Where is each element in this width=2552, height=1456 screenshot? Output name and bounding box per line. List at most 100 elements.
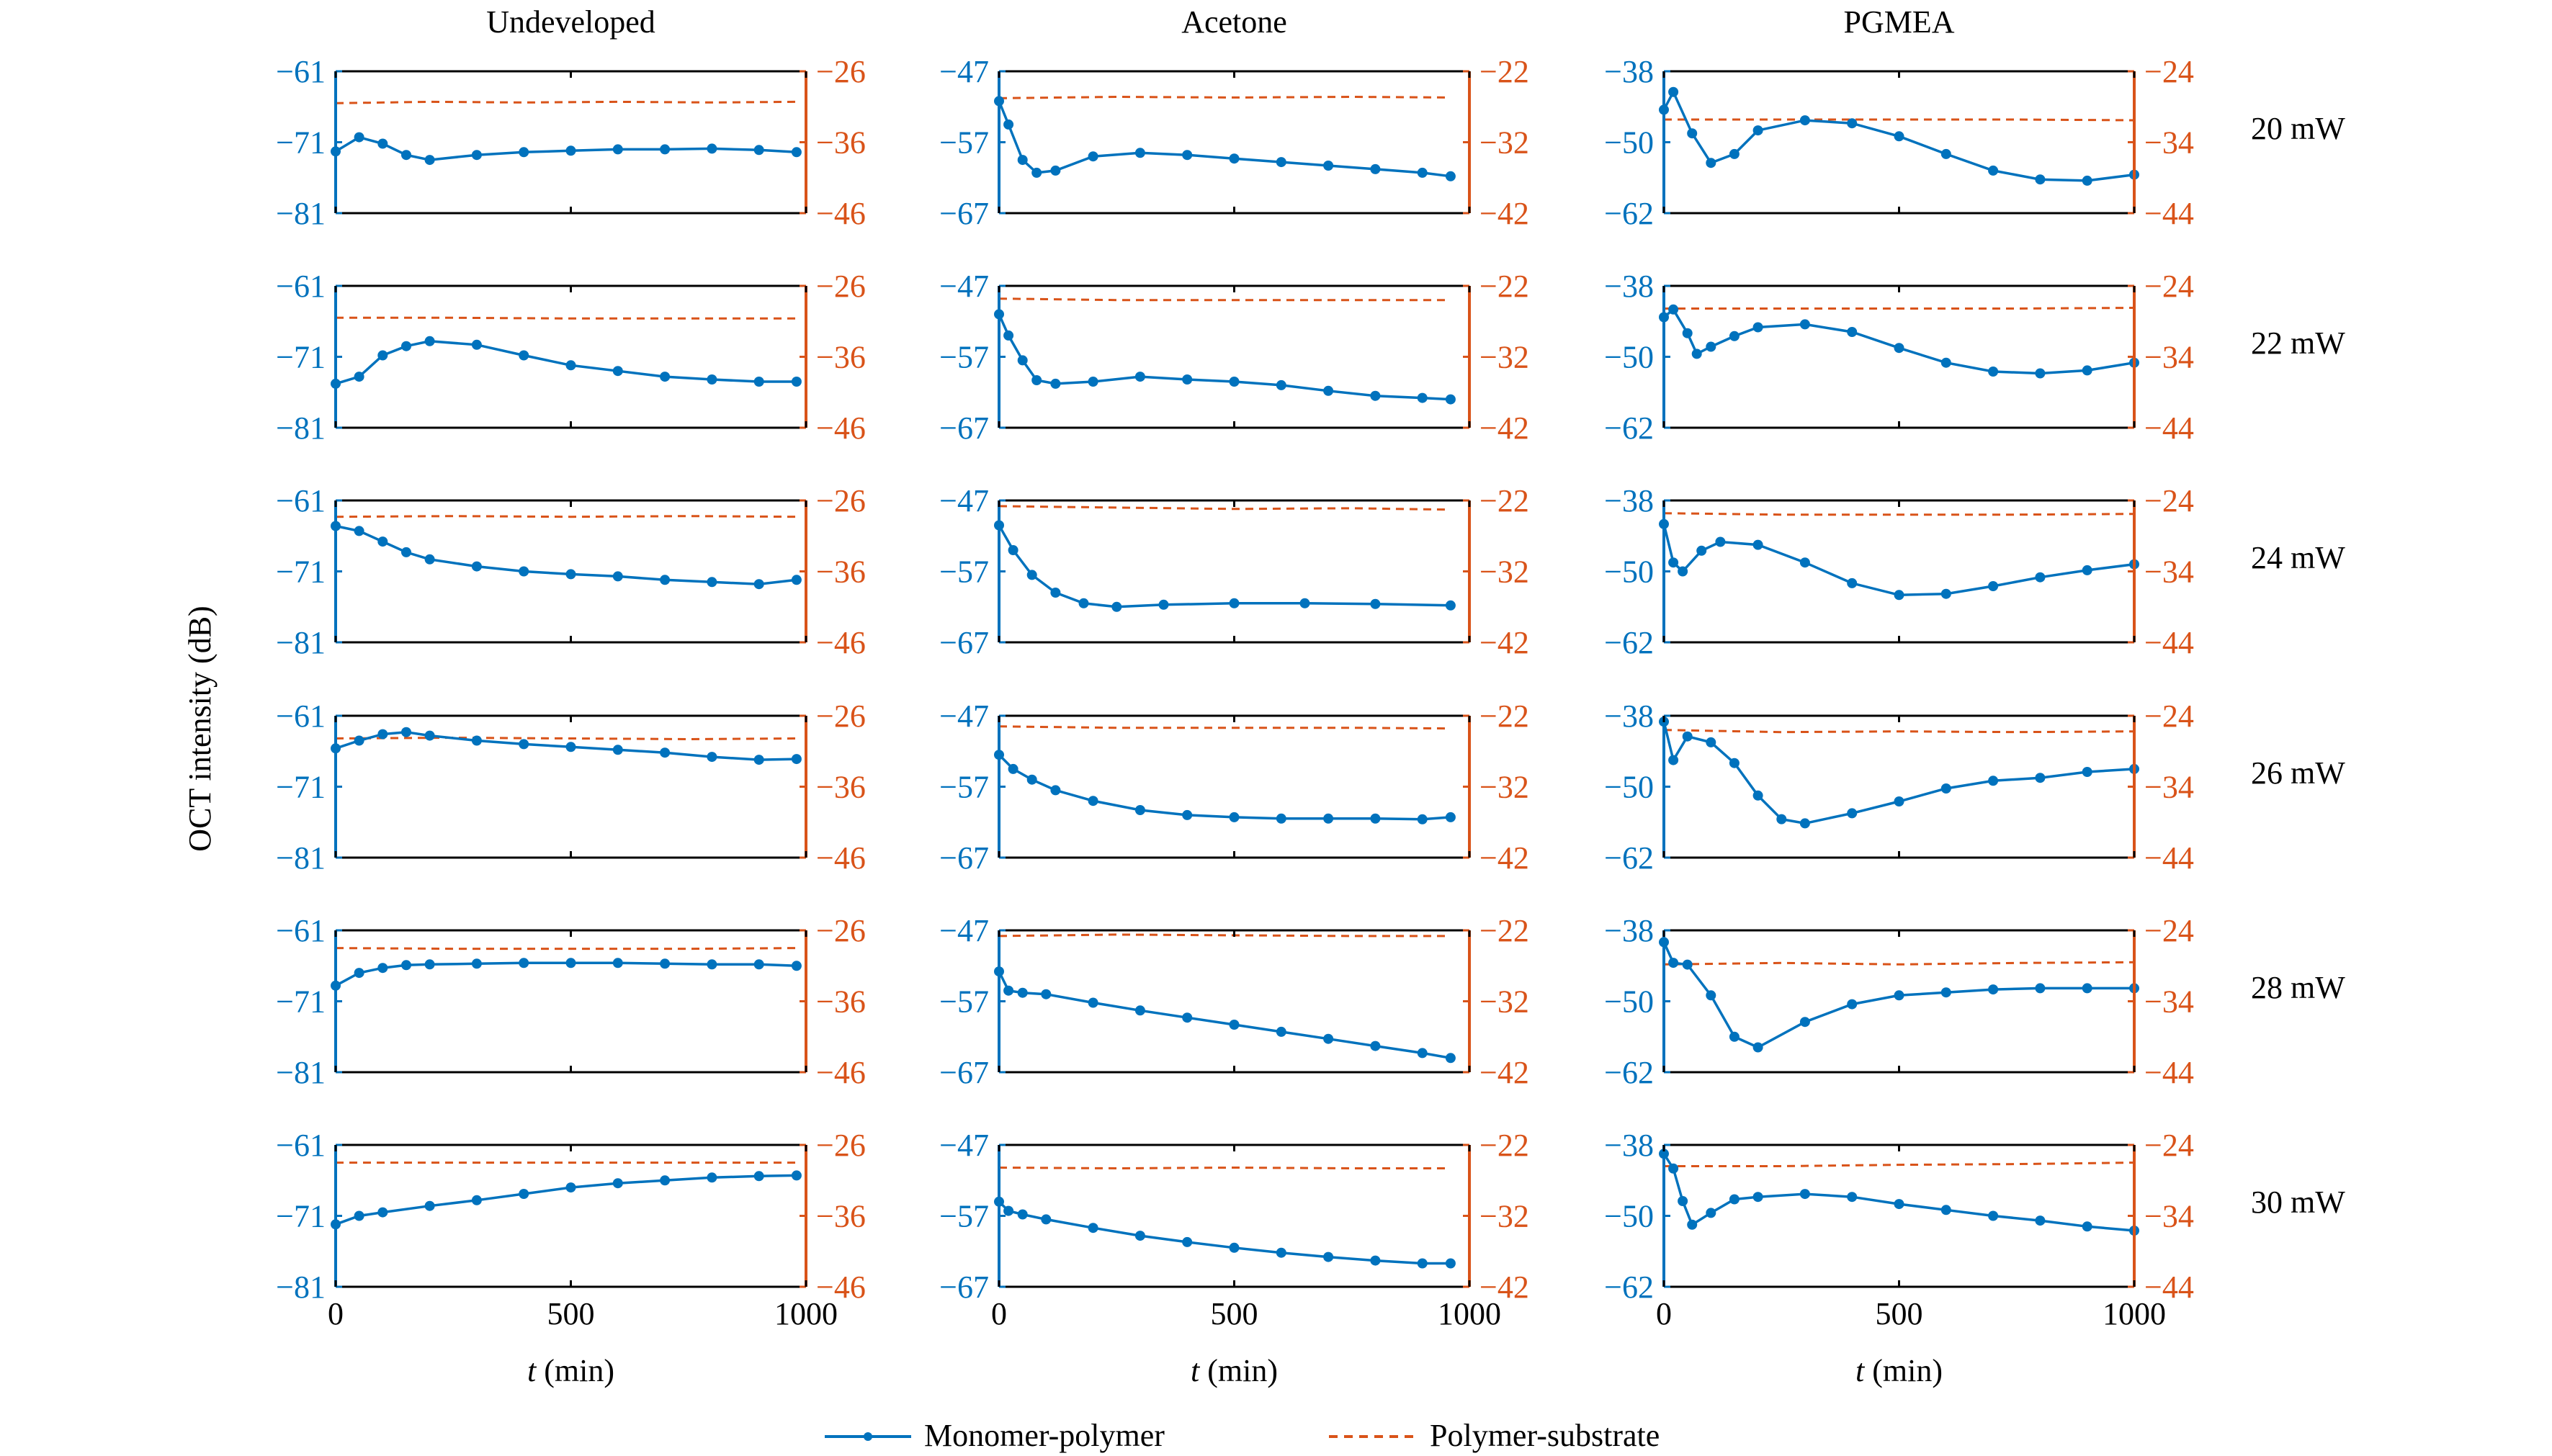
data-point-monomer-polymer [1417, 814, 1428, 824]
series-line-polymer-substrate [998, 505, 1451, 511]
panel: −61 −26 −71 −36 −81 −46 [276, 54, 866, 231]
data-point-monomer-polymer [660, 144, 671, 155]
left-tick-label: −57 [939, 554, 989, 590]
left-tick-label: −61 [276, 269, 326, 304]
legend: Monomer-polymer Polymer-substrate [825, 1418, 1660, 1453]
data-point-monomer-polymer [612, 571, 623, 582]
data-point-monomer-polymer [2035, 983, 2046, 994]
series-line-polymer-substrate [335, 515, 797, 518]
data-point-monomer-polymer [401, 150, 411, 161]
data-point-monomer-polymer [1940, 148, 1951, 159]
data-point-monomer-polymer [1445, 1258, 1456, 1269]
right-tick-label: −42 [1479, 1269, 1529, 1305]
column-title: Undeveloped [486, 4, 655, 40]
data-point-monomer-polymer [1417, 167, 1428, 178]
data-point-monomer-polymer [1088, 151, 1098, 162]
series-line-monomer-polymer [1662, 89, 2135, 182]
series-line-monomer-polymer [998, 313, 1451, 401]
legend-marker-monomer [864, 1432, 872, 1441]
data-point-monomer-polymer [1134, 1005, 1145, 1016]
data-point-monomer-polymer [1691, 349, 1702, 359]
data-point-monomer-polymer [1078, 598, 1089, 608]
data-point-monomer-polymer [791, 377, 802, 387]
row-label: 24 mW [2251, 540, 2345, 575]
data-point-monomer-polymer [401, 960, 411, 971]
left-tick-label: −57 [939, 770, 989, 805]
data-point-monomer-polymer [791, 754, 802, 765]
right-tick-label: −46 [816, 840, 866, 876]
left-tick-label: −47 [939, 54, 989, 89]
data-point-monomer-polymer [1668, 304, 1679, 315]
data-point-monomer-polymer [1276, 1026, 1286, 1037]
data-point-monomer-polymer [519, 147, 529, 158]
data-point-monomer-polymer [1799, 557, 1810, 568]
data-point-monomer-polymer [1299, 598, 1310, 608]
data-point-monomer-polymer [2082, 767, 2092, 777]
data-point-monomer-polymer [1847, 808, 1858, 819]
series-line-monomer-polymer [998, 100, 1451, 178]
data-point-monomer-polymer [401, 547, 411, 557]
data-point-monomer-polymer [1370, 163, 1381, 174]
right-tick-label: −36 [816, 770, 866, 805]
data-point-monomer-polymer [1715, 536, 1726, 547]
data-point-monomer-polymer [1370, 1041, 1381, 1051]
data-point-monomer-polymer [1182, 1236, 1193, 1247]
data-point-monomer-polymer [424, 730, 435, 741]
data-point-monomer-polymer [1003, 119, 1014, 130]
data-point-monomer-polymer [791, 147, 802, 158]
data-point-monomer-polymer [2035, 174, 2046, 185]
left-tick-label: −71 [276, 1199, 326, 1234]
data-point-monomer-polymer [1799, 818, 1810, 829]
data-point-monomer-polymer [1445, 812, 1456, 822]
data-point-monomer-polymer [612, 745, 623, 755]
y-axis-label: OCT intensity (dB) [182, 606, 218, 851]
data-point-monomer-polymer [707, 1172, 717, 1183]
right-tick-label: −24 [2144, 269, 2194, 304]
left-tick-label: −47 [939, 269, 989, 304]
series-line-monomer-polymer [998, 1200, 1451, 1265]
data-point-monomer-polymer [1182, 1012, 1193, 1023]
data-point-monomer-polymer [471, 1195, 482, 1205]
panel: −61 −26 −71 −36 −81 −46 [276, 269, 866, 446]
data-point-monomer-polymer [707, 577, 717, 588]
data-point-monomer-polymer [519, 958, 529, 969]
data-point-monomer-polymer [1111, 601, 1122, 612]
data-point-monomer-polymer [791, 961, 802, 971]
x-axis-label: t (min) [527, 1353, 614, 1388]
right-tick-label: −22 [1479, 483, 1529, 518]
right-tick-label: −26 [816, 913, 866, 948]
right-tick-label: −24 [2144, 54, 2194, 89]
left-tick-label: −81 [276, 840, 326, 876]
data-point-monomer-polymer [1417, 392, 1428, 403]
right-tick-label: −26 [816, 483, 866, 518]
panel: −47 −22 −57 −32 −67 −42 [939, 269, 1529, 446]
right-tick-label: −46 [816, 1055, 866, 1090]
data-point-monomer-polymer [565, 360, 576, 371]
data-point-monomer-polymer [1370, 1255, 1381, 1266]
right-tick-label: −32 [1479, 554, 1529, 590]
data-point-monomer-polymer [1940, 588, 1951, 599]
data-point-monomer-polymer [612, 366, 623, 377]
data-point-monomer-polymer [1894, 1199, 1904, 1210]
left-tick-label: −71 [276, 984, 326, 1020]
data-point-monomer-polymer [1668, 557, 1679, 568]
data-point-monomer-polymer [1041, 989, 1052, 999]
left-tick-label: −81 [276, 625, 326, 660]
data-point-monomer-polymer [1706, 158, 1716, 168]
panel: −61 −26 −71 −36 −81 −46 [276, 913, 866, 1090]
data-point-monomer-polymer [1026, 774, 1037, 785]
right-tick-label: −44 [2144, 1269, 2194, 1305]
data-point-monomer-polymer [1776, 814, 1787, 824]
data-point-monomer-polymer [2035, 368, 2046, 379]
data-point-monomer-polymer [1323, 1033, 1334, 1044]
series-line-monomer-polymer [998, 524, 1451, 608]
data-point-monomer-polymer [1668, 958, 1679, 969]
data-point-monomer-polymer [424, 1200, 435, 1211]
data-point-monomer-polymer [1017, 155, 1028, 166]
data-point-monomer-polymer [1323, 1251, 1334, 1262]
data-point-monomer-polymer [1847, 999, 1858, 1010]
legend-entry-polymer-substrate: Polymer-substrate [1430, 1418, 1660, 1453]
data-point-monomer-polymer [1229, 812, 1240, 822]
panel: −61 −26 −71 −36 −81 −46 [276, 698, 866, 876]
